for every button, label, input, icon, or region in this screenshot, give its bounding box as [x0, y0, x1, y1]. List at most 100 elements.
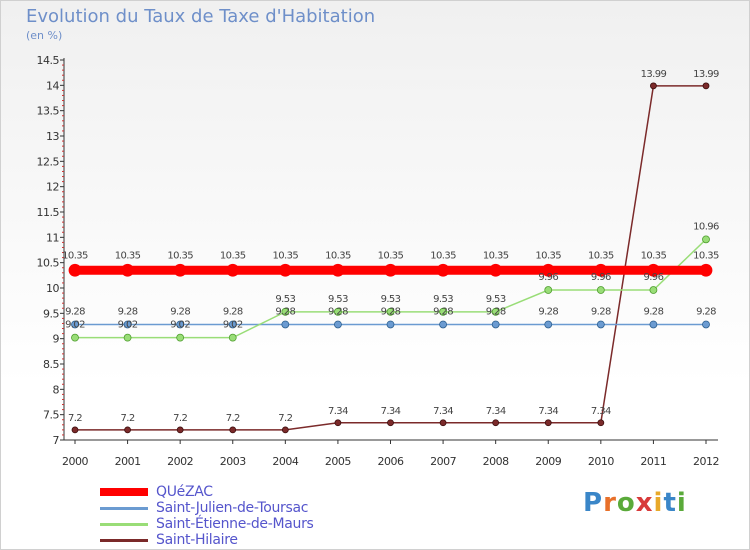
- data-label: 7.2: [121, 413, 135, 424]
- legend-label: Saint-Hilaire: [156, 532, 238, 548]
- data-point: [68, 263, 82, 277]
- y-tick-label: 10.5: [37, 257, 60, 270]
- data-point: [386, 320, 395, 329]
- data-point: [594, 263, 608, 277]
- data-label: 9.96: [643, 272, 663, 283]
- logo-letter: r: [603, 488, 617, 518]
- data-point: [596, 286, 605, 294]
- x-tick-label: 2004: [272, 455, 298, 468]
- data-label: 9.28: [328, 306, 348, 317]
- data-label: 9.02: [223, 320, 243, 331]
- data-label: 10.35: [535, 250, 561, 261]
- data-point: [71, 333, 79, 342]
- y-tick-label: 8.5: [43, 358, 59, 371]
- data-point: [647, 263, 660, 277]
- data-label: 10.35: [430, 250, 456, 261]
- x-tick-label: 2001: [115, 455, 141, 468]
- logo-letter: P: [583, 488, 604, 518]
- data-label: 9.53: [328, 294, 348, 305]
- data-label: 9.28: [65, 306, 85, 317]
- data-point: [489, 263, 503, 277]
- data-point: [226, 263, 240, 277]
- data-label: 9.96: [538, 272, 558, 283]
- data-labels: 10.35 10.35 10.35 10.35 10.35 10.35 10.35 10.35…: [62, 69, 719, 424]
- legend-label: QUéZAC: [156, 484, 213, 500]
- data-label: 9.53: [381, 294, 401, 305]
- x-tick-label: 2005: [325, 455, 351, 468]
- data-point: [71, 320, 79, 329]
- y-tick-label: 14: [46, 79, 59, 92]
- data-label: 10.35: [693, 250, 719, 261]
- data-label: 10.35: [220, 250, 246, 261]
- x-tick-label: 2009: [535, 455, 561, 468]
- y-tick-label: 9.5: [43, 307, 59, 320]
- x-tick-label: 2012: [693, 455, 719, 468]
- x-tick-label: 2007: [430, 455, 456, 468]
- data-label: 7.34: [486, 406, 506, 417]
- data-point: [541, 263, 555, 277]
- data-label: 9.28: [433, 306, 453, 317]
- data-point: [702, 320, 710, 329]
- data-point: [71, 426, 79, 434]
- data-point: [649, 320, 658, 329]
- proxiti-logo: Proxiti: [583, 488, 687, 518]
- data-point: [436, 263, 450, 277]
- legend-label: Saint-Étienne-de-Maurs: [156, 516, 314, 532]
- data-label: 9.28: [223, 306, 243, 317]
- data-label: 10.35: [273, 250, 299, 261]
- y-tick-label: 12: [46, 181, 59, 194]
- logo-letter: i: [676, 488, 687, 518]
- data-label: 7.34: [538, 406, 558, 417]
- legend-item: Saint-Hilaire: [100, 532, 314, 548]
- x-tick-label: 2006: [378, 455, 404, 468]
- data-label: 7.2: [173, 413, 187, 424]
- data-point: [123, 320, 132, 329]
- y-tick-label: 10: [46, 282, 59, 295]
- logo-letter: i: [653, 488, 664, 518]
- data-label: 7.34: [591, 406, 611, 417]
- data-point: [702, 235, 710, 244]
- y-tick-label: 7.5: [43, 409, 59, 422]
- data-point: [281, 320, 290, 329]
- data-label: 9.28: [381, 306, 401, 317]
- data-label: 7.34: [433, 406, 453, 417]
- data-point: [176, 426, 184, 434]
- data-label: 9.96: [591, 272, 611, 283]
- data-point: [228, 333, 237, 342]
- data-label: 10.35: [115, 250, 141, 261]
- x-tick-label: 2003: [220, 455, 246, 468]
- data-point: [439, 320, 447, 329]
- unit-label: (en %): [26, 29, 63, 42]
- x-tick-label: 2011: [640, 455, 666, 468]
- data-label: 9.53: [275, 294, 295, 305]
- data-label: 9.28: [275, 306, 295, 317]
- data-label: 9.53: [486, 294, 506, 305]
- logo-letter: o: [616, 488, 636, 518]
- data-point: [278, 263, 292, 277]
- data-label: 9.28: [538, 306, 558, 317]
- data-point: [544, 286, 553, 294]
- data-point: [228, 320, 237, 329]
- data-point: [334, 419, 342, 427]
- data-label: 9.02: [65, 320, 85, 331]
- data-label: 10.35: [167, 250, 193, 261]
- y-tick-label: 8: [53, 383, 60, 396]
- y-tick-label: 11.5: [37, 206, 60, 219]
- legend-swatch: [100, 538, 148, 542]
- data-point: [173, 263, 187, 277]
- logo-letter: x: [635, 488, 654, 518]
- chart-title: Evolution du Taux de Taxe d'Habitation: [26, 6, 376, 27]
- y-tick-label: 7: [53, 434, 60, 447]
- axes: 7 7.5 8 8.5 9 9.5 10 10.5 11 11.5 12 12.5 13 13.5 14 14…: [37, 54, 720, 468]
- data-label: 13.99: [641, 69, 667, 80]
- x-tick-label: 2002: [167, 455, 193, 468]
- data-label: 9.28: [486, 306, 506, 317]
- data-point: [699, 263, 713, 277]
- data-point: [597, 419, 605, 427]
- data-point: [334, 320, 342, 329]
- data-point: [491, 320, 500, 329]
- data-point: [281, 307, 290, 316]
- data-point: [281, 426, 289, 434]
- data-label: 10.35: [641, 250, 667, 261]
- legend-swatch: [100, 488, 148, 496]
